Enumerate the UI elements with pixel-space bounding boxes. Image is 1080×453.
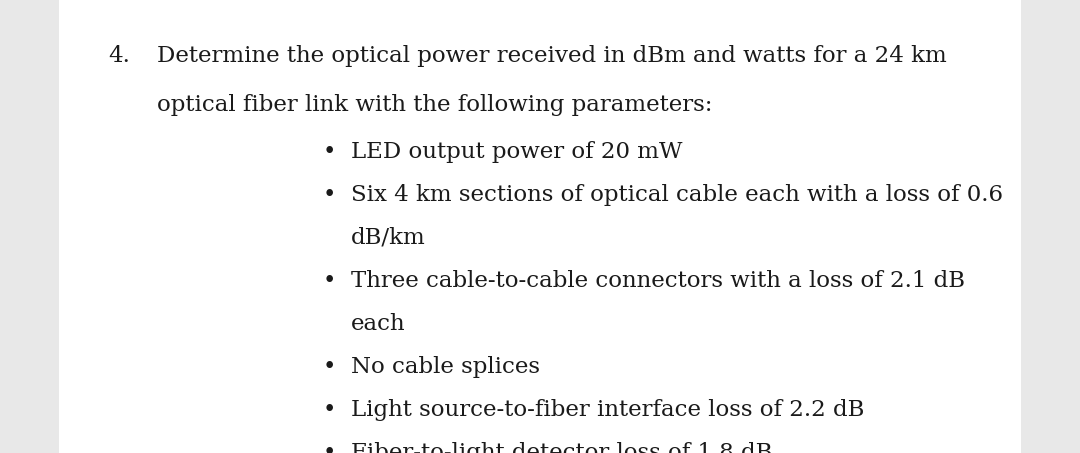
Text: optical fiber link with the following parameters:: optical fiber link with the following pa… (157, 94, 712, 116)
Text: 4.: 4. (108, 45, 130, 67)
Text: Three cable-to-cable connectors with a loss of 2.1 dB: Three cable-to-cable connectors with a l… (351, 270, 966, 292)
Text: •: • (323, 184, 336, 206)
Text: No cable splices: No cable splices (351, 356, 540, 378)
Text: Light source-to-fiber interface loss of 2.2 dB: Light source-to-fiber interface loss of … (351, 399, 864, 421)
FancyBboxPatch shape (59, 0, 1021, 453)
Text: LED output power of 20 mW: LED output power of 20 mW (351, 141, 683, 163)
Text: •: • (323, 399, 336, 421)
Text: each: each (351, 313, 406, 335)
Text: Fiber-to-light detector loss of 1.8 dB: Fiber-to-light detector loss of 1.8 dB (351, 442, 772, 453)
Text: •: • (323, 442, 336, 453)
Text: •: • (323, 270, 336, 292)
Text: Six 4 km sections of optical cable each with a loss of 0.6: Six 4 km sections of optical cable each … (351, 184, 1003, 206)
Text: •: • (323, 356, 336, 378)
Text: Determine the optical power received in dBm and watts for a 24 km: Determine the optical power received in … (157, 45, 946, 67)
Text: dB/km: dB/km (351, 227, 426, 249)
Text: •: • (323, 141, 336, 163)
